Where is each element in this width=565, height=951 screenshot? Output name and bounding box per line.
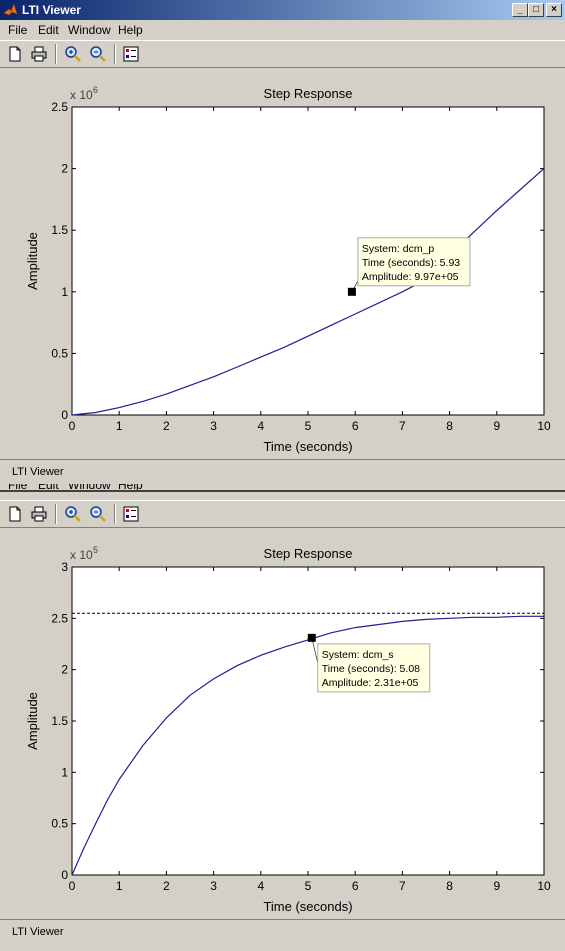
y-tick-label: 2	[61, 663, 68, 677]
y-tick-label: 1.5	[51, 714, 68, 728]
datatip-time: Time (seconds): 5.93	[362, 257, 460, 269]
datatip-system: System: dcm_s	[322, 649, 394, 661]
step-response-chart-bottom[interactable]: Step Response Time (seconds) Amplitude x 10…	[0, 527, 565, 919]
toolbar-top	[0, 40, 565, 68]
print-icon[interactable]	[30, 45, 48, 63]
x-tick-label: 8	[446, 419, 453, 433]
y-tick-label: 2	[61, 162, 68, 176]
zoom-out-icon[interactable]	[89, 505, 107, 523]
toolbar-separator	[55, 44, 57, 64]
status-text: LTI Viewer	[12, 926, 64, 938]
status-text: LTI Viewer	[12, 466, 64, 478]
window-title: LTI Viewer	[22, 3, 81, 17]
datatip-amplitude: Amplitude: 2.31e+05	[322, 677, 419, 689]
chart-title: Step Response	[264, 546, 353, 561]
x-tick-label: 2	[163, 419, 170, 433]
menu-window[interactable]: Window	[68, 23, 111, 37]
x-tick-label: 7	[399, 419, 406, 433]
plot-area	[71, 566, 545, 876]
print-icon[interactable]	[30, 505, 48, 523]
datatip-marker	[307, 633, 316, 642]
status-bar-bottom: LTI Viewer	[0, 919, 565, 944]
y-tick-label: 0	[61, 408, 68, 422]
y-axis-label: Amplitude	[25, 232, 40, 290]
y-exponent-power: 5	[93, 545, 98, 555]
plot-configuration-icon[interactable]	[122, 45, 140, 63]
x-tick-label: 3	[210, 879, 217, 893]
toolbar-separator	[114, 504, 116, 524]
y-tick-label: 2.5	[51, 611, 68, 625]
x-tick-label: 4	[257, 879, 264, 893]
toolbar-separator	[55, 504, 57, 524]
x-tick-label: 9	[493, 879, 500, 893]
y-tick-label: 1	[61, 765, 68, 779]
x-tick-label: 9	[493, 419, 500, 433]
x-axis-label: Time (seconds)	[263, 899, 352, 914]
x-tick-label: 10	[537, 419, 551, 433]
zoom-in-icon[interactable]	[64, 45, 82, 63]
x-tick-label: 5	[305, 879, 312, 893]
datatip-amplitude: Amplitude: 9.97e+05	[362, 271, 459, 283]
y-exponent-label: x 10	[70, 548, 93, 562]
window-divider	[0, 490, 565, 492]
zoom-in-icon[interactable]	[64, 505, 82, 523]
toolbar-separator	[114, 44, 116, 64]
menu-file[interactable]: File	[8, 23, 28, 37]
y-tick-label: 0.5	[51, 346, 68, 360]
x-tick-label: 2	[163, 879, 170, 893]
y-exponent-power: 6	[93, 85, 98, 95]
y-tick-label: 1.5	[51, 223, 68, 237]
y-tick-label: 0	[61, 868, 68, 882]
matlab-logo-icon	[3, 3, 18, 16]
datatip-time: Time (seconds): 5.08	[322, 663, 420, 675]
new-document-icon[interactable]	[6, 45, 24, 63]
x-tick-label: 0	[69, 419, 76, 433]
y-tick-label: 0.5	[51, 817, 68, 831]
x-tick-label: 3	[210, 419, 217, 433]
x-tick-label: 6	[352, 879, 359, 893]
datatip-box	[357, 237, 471, 287]
x-tick-label: 8	[446, 879, 453, 893]
datatip-system: System: dcm_p	[362, 243, 435, 255]
status-bar-top: LTI Viewer	[0, 459, 565, 484]
y-tick-label: 2.5	[51, 100, 68, 114]
step-response-line	[71, 615, 544, 876]
x-tick-label: 1	[116, 419, 123, 433]
x-tick-label: 7	[399, 879, 406, 893]
menubar-top: File Edit Window Help	[0, 20, 565, 40]
x-tick-label: 6	[352, 419, 359, 433]
menu-edit[interactable]: Edit	[38, 23, 59, 37]
x-tick-label: 10	[537, 879, 551, 893]
close-button[interactable]: ×	[546, 3, 562, 17]
zoom-out-icon[interactable]	[89, 45, 107, 63]
x-tick-label: 0	[69, 879, 76, 893]
plot-area	[71, 106, 545, 416]
menu-help[interactable]: Help	[118, 23, 143, 37]
x-tick-label: 1	[116, 879, 123, 893]
maximize-button[interactable]: □	[528, 3, 544, 17]
y-exponent-label: x 10	[70, 88, 93, 102]
x-axis-label: Time (seconds)	[263, 439, 352, 454]
chart-title: Step Response	[264, 86, 353, 101]
y-tick-label: 3	[61, 560, 68, 574]
new-document-icon[interactable]	[6, 505, 24, 523]
y-tick-label: 1	[61, 285, 68, 299]
x-tick-label: 4	[257, 419, 264, 433]
plot-configuration-icon[interactable]	[122, 505, 140, 523]
step-response-chart-top[interactable]: Step Response Time (seconds) Amplitude x 10…	[0, 67, 565, 459]
toolbar-bottom	[0, 500, 565, 528]
datatip-marker	[347, 287, 356, 296]
minimize-button[interactable]: _	[512, 3, 528, 17]
x-tick-label: 5	[305, 419, 312, 433]
window-titlebar[interactable]: LTI Viewer _ □ ×	[0, 0, 565, 20]
menubar-bottom-partial: File Edit Window Help	[8, 484, 143, 491]
y-axis-label: Amplitude	[25, 692, 40, 750]
datatip-box	[317, 643, 431, 693]
